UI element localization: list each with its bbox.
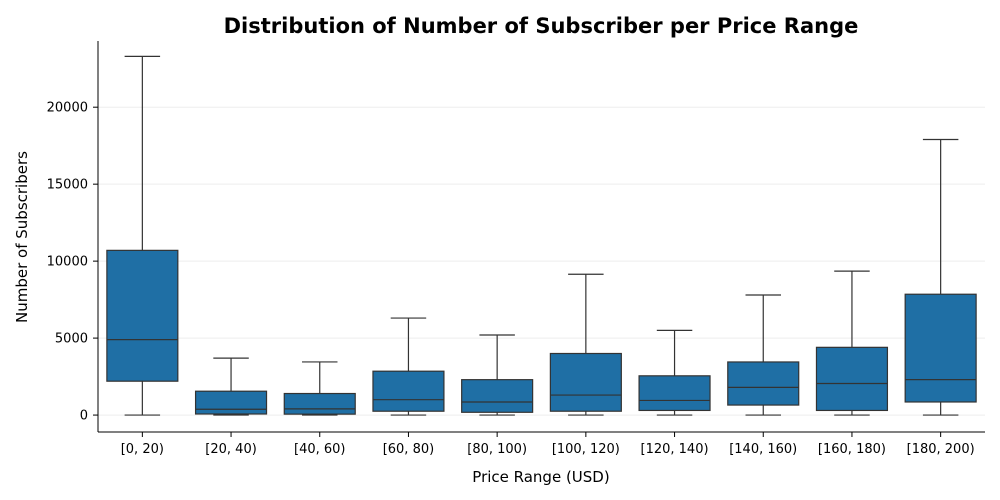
y-tick-label: 0 xyxy=(80,409,88,424)
x-ticks: [0, 20) [20, 40) [40, 60) [60, 80) [80, 100)… xyxy=(121,432,975,457)
x-tick-label: [80, 100) xyxy=(467,442,527,457)
iqr-box xyxy=(904,293,977,403)
x-tick-label: [160, 180) xyxy=(818,442,886,457)
iqr-box xyxy=(815,346,889,412)
box-group xyxy=(372,317,445,416)
box-group xyxy=(194,357,268,416)
iqr-box xyxy=(727,361,800,406)
y-ticks: 0 5000 10000 15000 20000 xyxy=(47,101,98,424)
box-group xyxy=(283,361,356,416)
y-tick-label: 10000 xyxy=(47,255,88,270)
iqr-box xyxy=(194,390,268,415)
x-tick-label: [0, 20) xyxy=(121,442,164,457)
x-tick-label: [180, 200) xyxy=(907,442,975,457)
box-group xyxy=(106,55,179,416)
iqr-box xyxy=(372,370,445,412)
x-axis-label: Price Range (USD) xyxy=(472,468,609,486)
box-group xyxy=(461,334,534,416)
iqr-box xyxy=(638,375,711,412)
x-tick-label: [60, 80) xyxy=(383,442,435,457)
axes-layer xyxy=(97,41,985,433)
box-group xyxy=(815,270,889,416)
iqr-box xyxy=(549,352,622,412)
x-tick-label: [120, 140) xyxy=(641,442,709,457)
box-group xyxy=(727,294,800,416)
boxes-layer xyxy=(106,55,977,416)
y-tick-label: 20000 xyxy=(47,101,88,116)
iqr-box xyxy=(106,249,179,382)
box-group xyxy=(638,329,711,416)
iqr-box xyxy=(461,379,534,413)
box-group xyxy=(904,138,977,416)
x-tick-label: [20, 40) xyxy=(205,442,257,457)
x-tick-label: [40, 60) xyxy=(294,442,346,457)
box-group xyxy=(549,273,622,416)
x-tick-label: [140, 160) xyxy=(729,442,797,457)
y-tick-label: 5000 xyxy=(55,332,88,347)
x-tick-label: [100, 120) xyxy=(552,442,620,457)
y-tick-label: 15000 xyxy=(47,178,88,193)
y-axis-label: Number of Subscribers xyxy=(13,151,31,323)
iqr-box xyxy=(283,392,356,415)
chart-title: Distribution of Number of Subscriber per… xyxy=(224,14,859,38)
